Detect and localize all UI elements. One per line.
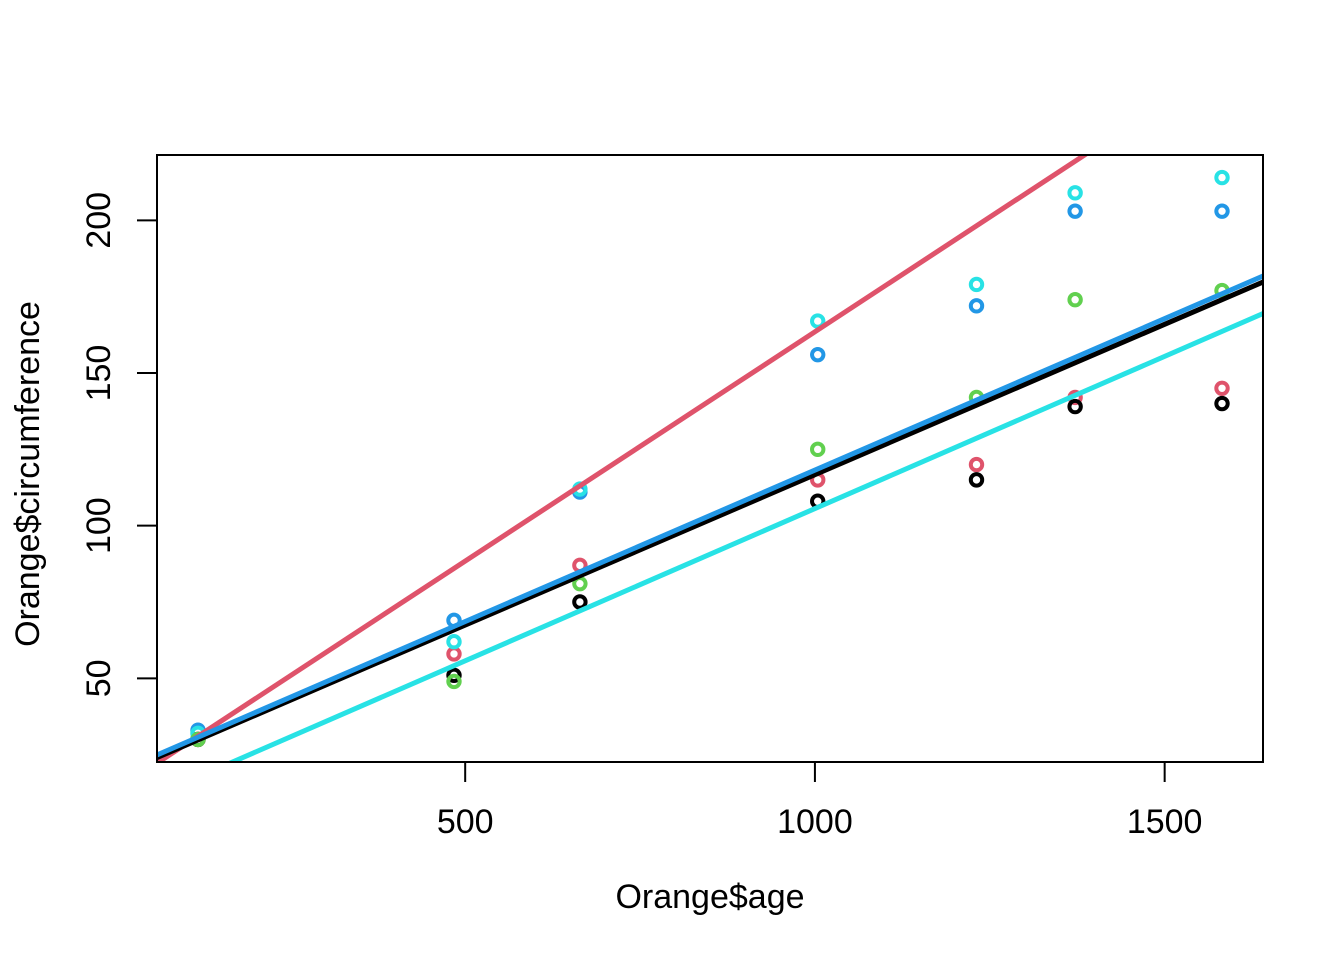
data-point [1067, 185, 1083, 201]
plot-box [156, 154, 1264, 763]
data-point [446, 633, 462, 650]
data-point [1214, 380, 1230, 396]
data-point [810, 313, 826, 329]
data-point [968, 298, 985, 314]
x-axis-label: Orange$age [615, 878, 804, 916]
cyan-fit-line [226, 311, 1263, 762]
data-point [810, 441, 826, 458]
data-point [1067, 203, 1083, 219]
data-point [446, 667, 462, 683]
x-axis-tick-label: 1500 [1127, 803, 1203, 841]
data-point [968, 456, 985, 473]
data-point [968, 472, 985, 488]
x-axis-tick-label: 500 [437, 803, 494, 841]
black-fit-line [157, 279, 1263, 760]
data-point [1214, 169, 1230, 186]
y-axis-tick-label: 150 [80, 345, 118, 402]
y-axis-tick-label: 50 [80, 659, 118, 697]
data-point [1067, 292, 1083, 308]
blue-fit-line [157, 273, 1263, 758]
y-axis-tick-label: 100 [80, 497, 118, 554]
data-point [1067, 398, 1083, 415]
x-axis-tick-label: 1000 [777, 803, 853, 841]
data-point [572, 594, 588, 610]
data-point [968, 276, 985, 293]
data-point [810, 346, 826, 363]
data-point [1214, 395, 1230, 412]
lines-layer [157, 155, 1263, 762]
data-point [1214, 203, 1230, 219]
red-fit-line [157, 155, 1090, 762]
axes-layer: 500 1000 1500 50 100 150 200 [80, 192, 1202, 841]
y-axis-label: Orange$circumference [9, 301, 47, 647]
y-axis-tick-label: 200 [80, 192, 118, 249]
data-point [446, 673, 462, 690]
